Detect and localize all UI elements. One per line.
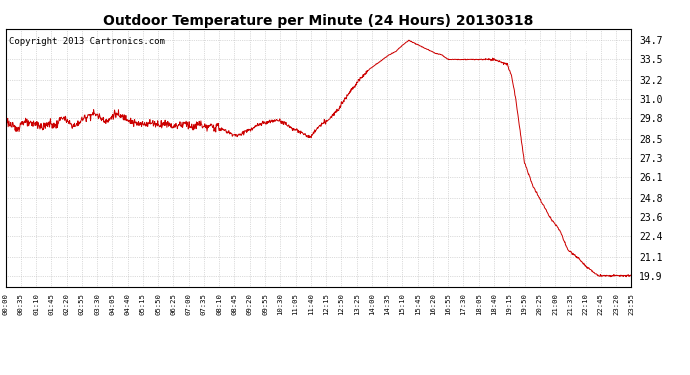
Title: Outdoor Temperature per Minute (24 Hours) 20130318: Outdoor Temperature per Minute (24 Hours…: [104, 14, 533, 28]
Text: Copyright 2013 Cartronics.com: Copyright 2013 Cartronics.com: [9, 37, 164, 46]
